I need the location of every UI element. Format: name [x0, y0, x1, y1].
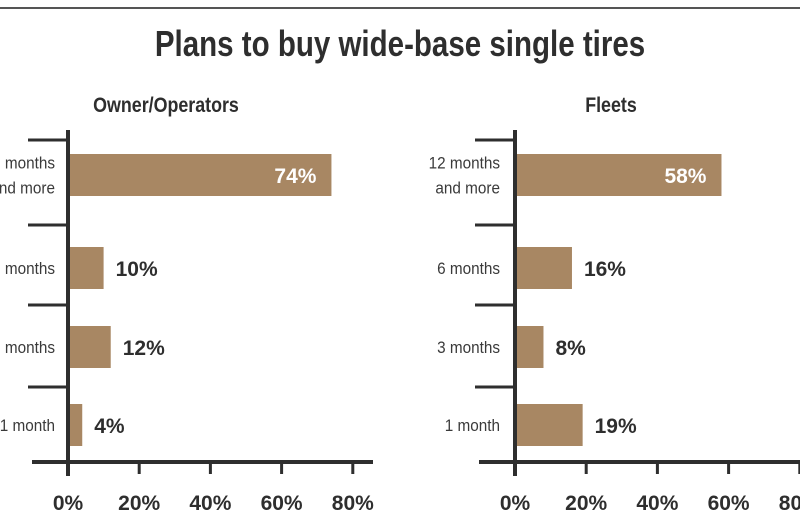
panel-subtitle-fleets: Fleets	[585, 94, 637, 118]
bar-value-label: 12%	[123, 337, 165, 360]
bar	[517, 247, 572, 289]
category-label: and more	[435, 179, 500, 198]
category-label: 3 months	[0, 338, 55, 357]
category-label: 1 month	[445, 416, 500, 435]
panel-subtitle-owner-operators: Owner/Operators	[93, 94, 239, 118]
chart-title: Plans to buy wide-base single tires	[155, 23, 645, 63]
bar	[70, 326, 111, 368]
x-tick-label: 0%	[53, 492, 84, 515]
x-tick-label: 40%	[636, 492, 678, 515]
bar	[70, 247, 104, 289]
bar-value-label: 4%	[94, 415, 125, 438]
bar-value-label: 16%	[584, 258, 626, 281]
bar	[517, 326, 544, 368]
bar	[517, 404, 583, 446]
category-label: 3 months	[437, 338, 500, 357]
x-tick-label: 20%	[565, 492, 607, 515]
bar-value-label: 19%	[595, 415, 637, 438]
bar	[517, 154, 722, 196]
category-label: 6 months	[437, 259, 500, 278]
x-tick-label: 60%	[708, 492, 750, 515]
x-tick-label: 80%	[779, 492, 800, 515]
x-tick-label: 0%	[500, 492, 531, 515]
x-tick-label: 40%	[189, 492, 231, 515]
category-label: 12 months	[0, 154, 55, 173]
bar	[70, 404, 83, 446]
category-label: 1 month	[0, 416, 55, 435]
category-label: 12 months	[429, 154, 500, 173]
bar-value-label: 74%	[274, 165, 316, 188]
bar-value-label: 58%	[664, 165, 706, 188]
bar-value-label: 8%	[555, 337, 586, 360]
bar	[70, 154, 332, 196]
x-tick-label: 60%	[261, 492, 303, 515]
category-label: and more	[0, 179, 55, 198]
x-tick-label: 20%	[118, 492, 160, 515]
bar-value-label: 10%	[116, 258, 158, 281]
x-tick-label: 80%	[332, 492, 374, 515]
category-label: 6 months	[0, 259, 55, 278]
